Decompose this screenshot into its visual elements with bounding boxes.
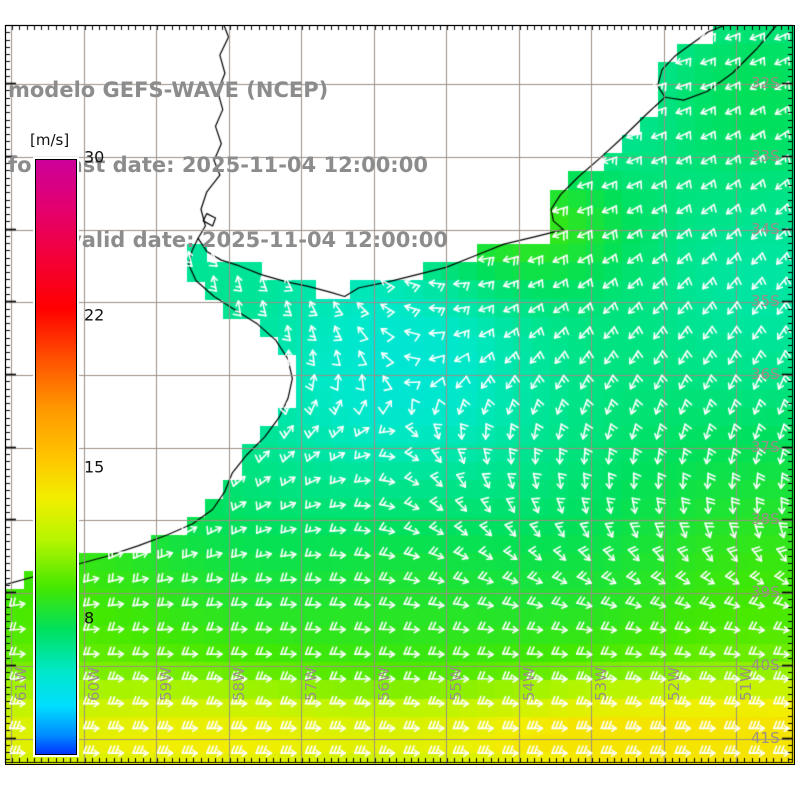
colorbar-gradient (35, 159, 77, 755)
latitude-label-41S: 41S (751, 728, 780, 747)
colorbar-tick-15: 15 (84, 457, 105, 477)
longitude-label-55W: 55W (447, 667, 466, 701)
colorbar[interactable] (33, 157, 79, 757)
latitude-label-36S: 36S (751, 365, 780, 383)
latitude-label-37S: 37S (751, 437, 780, 456)
longitude-label-52W: 52W (664, 667, 683, 701)
latitude-label-34S: 34S (751, 219, 780, 238)
longitude-label-53W: 53W (592, 667, 611, 701)
latitude-label-40S: 40S (751, 655, 780, 674)
longitude-label-61W: 61W (12, 667, 31, 701)
longitude-label-56W: 56W (374, 667, 393, 701)
latitude-label-39S: 39S (751, 583, 780, 602)
longitude-label-54W: 54W (519, 667, 538, 701)
longitude-label-60W: 60W (84, 667, 103, 701)
longitude-label-59W: 59W (157, 667, 176, 701)
valid-date: valid date: 2025-11-04 12:00:00 (68, 228, 448, 252)
colorbar-unit-label: [m/s] (30, 131, 70, 149)
latitude-label-33S: 33S (751, 146, 780, 165)
model-name: modelo GEFS-WAVE (NCEP) (8, 78, 329, 102)
latitude-label-38S: 38S (751, 510, 780, 529)
longitude-label-57W: 57W (302, 667, 321, 701)
longitude-label-58W: 58W (229, 667, 248, 701)
longitude-label-51W: 51W (737, 667, 755, 701)
title-block: modelo GEFS-WAVE (NCEP) forecast date: 2… (8, 28, 568, 303)
latitude-label-32S: 32S (751, 74, 780, 93)
latitude-label-35S: 35S (751, 292, 780, 311)
colorbar-tick-8: 8 (84, 608, 95, 628)
colorbar-tick-22: 22 (84, 305, 105, 325)
colorbar-tick-30: 30 (84, 147, 105, 167)
